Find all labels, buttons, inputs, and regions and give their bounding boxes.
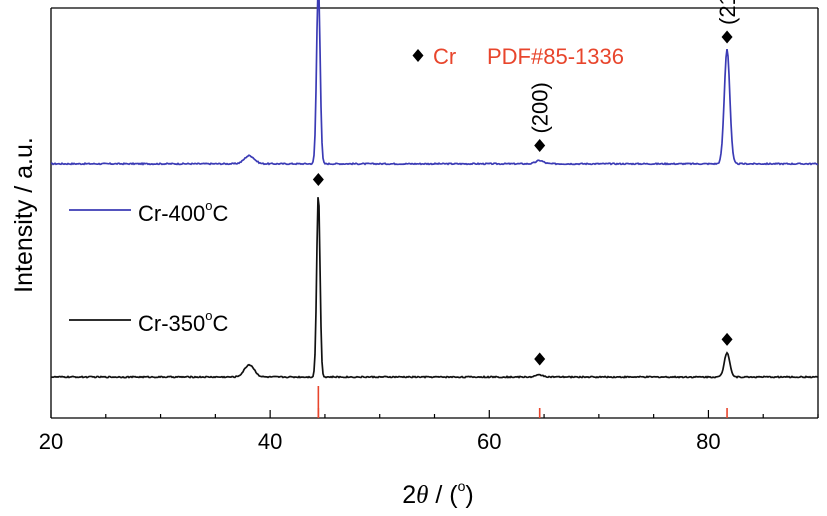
diamond-marker-icon xyxy=(534,352,546,366)
x-tick-label: 40 xyxy=(258,429,282,454)
trace-cr-350 xyxy=(50,197,819,379)
legend-cr-400: Cr-400oC xyxy=(69,198,228,226)
x-axis-ticks: 20 40 60 80 xyxy=(39,410,819,454)
reference-bars xyxy=(317,386,728,418)
legend-label-cr-350: Cr-350oC xyxy=(138,308,228,336)
reference-legend: Cr PDF#85-1336 xyxy=(412,44,624,69)
trace-cr-400 xyxy=(50,0,819,166)
peak-label: (200) xyxy=(528,82,553,133)
plot-frame xyxy=(50,7,819,419)
peak-label: (211) xyxy=(715,0,740,25)
x-tick-label: 60 xyxy=(477,429,501,454)
x-tick-label: 20 xyxy=(39,429,63,454)
diamond-marker-icon xyxy=(721,30,733,44)
series-traces xyxy=(50,0,819,379)
x-axis-label: 2θ / (o) xyxy=(402,478,473,509)
diamond-marker-icon xyxy=(721,332,733,346)
diamond-marker-icon xyxy=(534,139,546,153)
reference-element-label: Cr xyxy=(433,44,456,69)
peak-markers xyxy=(312,30,733,366)
y-axis-label: Intensity / a.u. xyxy=(10,137,38,293)
x-tick-label: 80 xyxy=(696,429,720,454)
peak-labels: (110)(200)(211) xyxy=(528,0,740,134)
diamond-marker-icon xyxy=(412,49,424,62)
legend-cr-350: Cr-350oC xyxy=(69,308,228,336)
diamond-marker-icon xyxy=(312,173,324,186)
legend-label-cr-400: Cr-400oC xyxy=(138,198,228,226)
reference-pdf-label: PDF#85-1336 xyxy=(487,44,624,69)
